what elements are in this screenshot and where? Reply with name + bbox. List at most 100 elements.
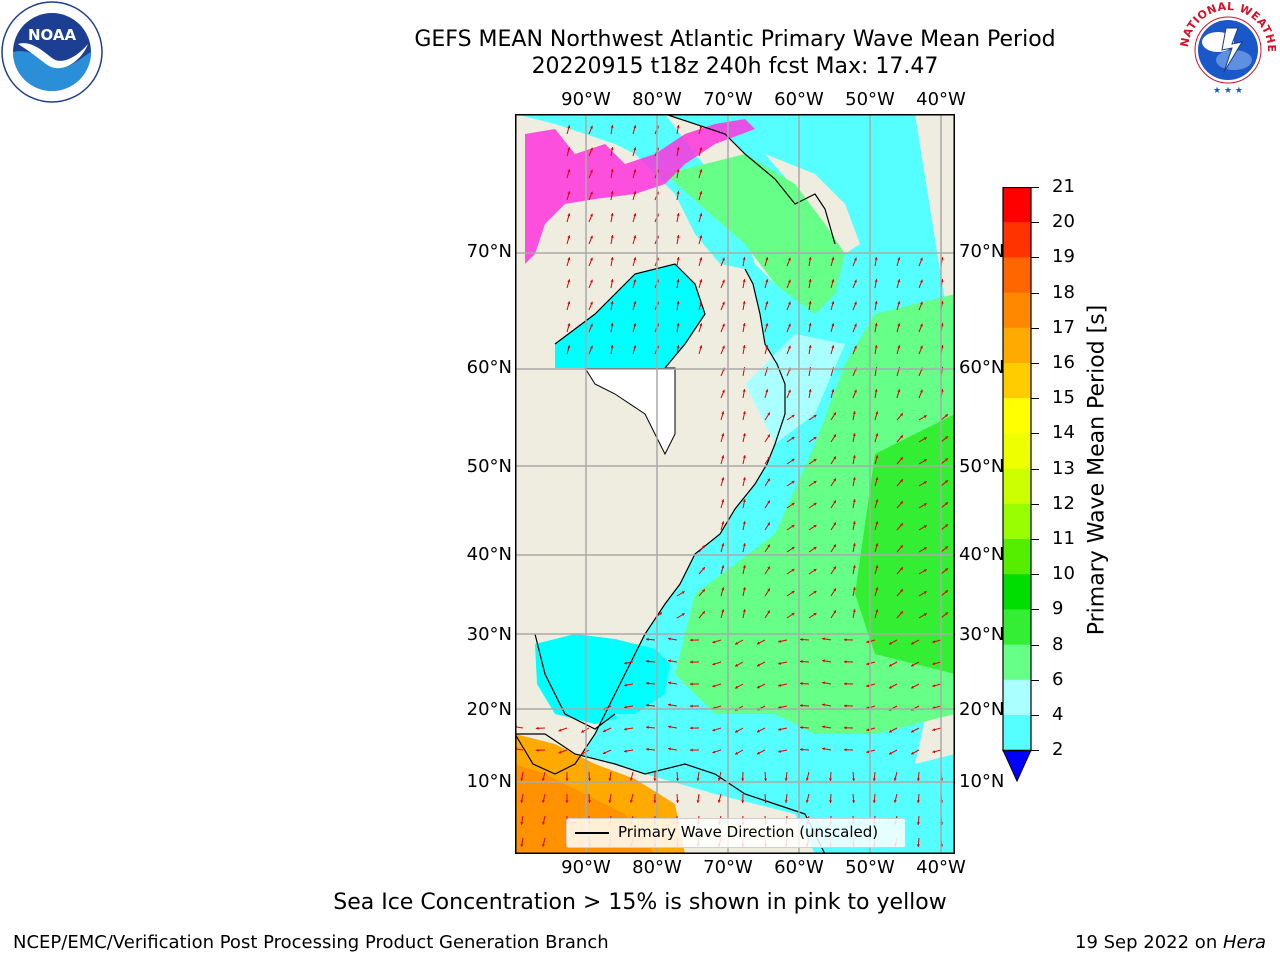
wave-arrow-head <box>764 800 768 803</box>
wave-arrow-head <box>833 522 836 526</box>
wave-arrow-head <box>788 345 791 349</box>
wave-arrow-head <box>945 568 948 572</box>
wave-arrow-head <box>788 301 791 305</box>
wave-arrow-head <box>945 546 948 550</box>
wave-arrow-head <box>676 323 680 326</box>
wave-arrow-head <box>676 257 680 260</box>
wave-arrow-head <box>610 213 614 216</box>
wave-arrow-head <box>590 191 593 195</box>
wave-arrow-head <box>852 565 856 568</box>
wave-arrow-head <box>542 843 545 847</box>
colorbar-tick-label: 9 <box>1052 598 1064 620</box>
wave-arrow-head <box>721 433 725 437</box>
wave-arrow-head <box>833 456 836 460</box>
wave-arrow-head <box>699 323 703 327</box>
colorbar-extend-arrow <box>1002 749 1032 783</box>
wave-arrow-head <box>808 279 812 282</box>
wave-arrow-head <box>610 169 614 172</box>
wave-arrow-head <box>767 610 770 614</box>
wave-arrow-head <box>742 609 746 612</box>
lon-label-bottom-70w: 70°W <box>703 857 753 878</box>
wave-arrow-head <box>629 777 633 781</box>
wave-arrow-head <box>889 641 893 645</box>
colorbar-tick-label: 19 <box>1052 246 1075 268</box>
wave-arrow-head <box>676 778 679 781</box>
wave-arrow-head <box>923 591 927 595</box>
wave-arrow-head <box>852 800 856 803</box>
wave-arrow-head <box>923 459 927 463</box>
wave-arrow-head <box>778 683 781 687</box>
wave-arrow-head <box>721 411 725 415</box>
land-europe <box>915 114 955 394</box>
wave-arrow-head <box>831 279 835 283</box>
wave-arrow-head <box>567 279 571 283</box>
wave-arrow-head <box>844 748 847 752</box>
wave-arrow-head <box>833 588 836 592</box>
wave-arrow-head <box>932 640 936 644</box>
wave-arrow-head <box>852 587 856 590</box>
colorbar-tick-label: 10 <box>1052 563 1075 585</box>
wave-arrow-head <box>676 169 680 172</box>
wave-arrow-head <box>699 345 703 349</box>
wave-arrow-head <box>767 566 770 570</box>
lat-label-right-60n: 60°N <box>959 357 1005 378</box>
wave-arrow-head <box>923 481 927 485</box>
colorbar-tick-mark <box>1031 222 1039 224</box>
wave-arrow-head <box>702 545 705 549</box>
wave-arrow-head <box>702 611 705 615</box>
colorbar-segment <box>1003 363 1031 399</box>
wave-arrow-head <box>945 436 948 440</box>
wave-arrow-head <box>920 345 923 349</box>
wave-arrow-head <box>567 257 571 261</box>
wave-arrow-head <box>800 704 803 708</box>
gulf-of-mexico <box>535 634 670 724</box>
lat-label-left-50n: 50°N <box>466 456 512 477</box>
wave-arrow-head <box>874 389 878 392</box>
lon-label-top-50w: 50°W <box>845 89 895 110</box>
wave-arrow-head <box>676 345 680 348</box>
colorbar-tick-label: 14 <box>1052 422 1075 444</box>
wave-arrow-head <box>646 703 649 707</box>
wave-arrow-head <box>567 235 571 239</box>
wave-arrow-head <box>791 613 795 616</box>
wave-arrow-head <box>699 235 703 239</box>
wave-arrow-head <box>945 458 948 462</box>
wave-arrow-head <box>668 681 671 685</box>
wave-arrow-head <box>590 235 593 239</box>
wave-arrow-head <box>542 777 545 781</box>
colorbar-tick-label: 2 <box>1052 739 1064 761</box>
period-colorbar <box>1002 187 1032 783</box>
wave-arrow-head <box>668 725 671 729</box>
wave-arrow-head <box>911 641 914 645</box>
wave-arrow-head <box>610 191 614 194</box>
wave-arrow-head <box>900 413 903 417</box>
wave-arrow-head <box>822 725 825 729</box>
wave-arrow-head <box>742 455 746 458</box>
wave-arrow-head <box>712 684 716 688</box>
colorbar-segment <box>1003 433 1031 470</box>
sea-ice <box>525 119 755 264</box>
wave-arrow-head <box>900 435 903 439</box>
colorbar-tick-mark <box>1031 468 1039 470</box>
wave-arrow-head <box>844 704 847 708</box>
colorbar-segment <box>1003 398 1031 434</box>
wave-arrow-head <box>567 191 571 195</box>
wave-arrow-head <box>742 389 746 392</box>
wave-arrow-head <box>742 587 746 590</box>
wave-arrow-head <box>897 389 901 393</box>
wave-arrow-head <box>932 750 936 754</box>
wave-arrow-head <box>854 389 857 393</box>
colorbar-segment <box>1003 609 1031 646</box>
wave-arrow-head <box>800 726 803 730</box>
wave-arrow-head <box>852 433 856 436</box>
wave-arrow-head <box>629 799 633 803</box>
wave-arrow-head <box>721 587 725 591</box>
footer-date: 19 Sep 2022 on Hera <box>1075 932 1266 953</box>
colorbar-segment <box>1003 222 1031 258</box>
wave-arrow-head <box>875 477 879 481</box>
wave-arrow-head <box>653 800 657 803</box>
wave-arrow-head <box>788 389 791 393</box>
wave-arrow-head <box>610 147 614 150</box>
colorbar-tick-label: 20 <box>1052 211 1075 233</box>
wave-arrow-head <box>808 257 812 260</box>
